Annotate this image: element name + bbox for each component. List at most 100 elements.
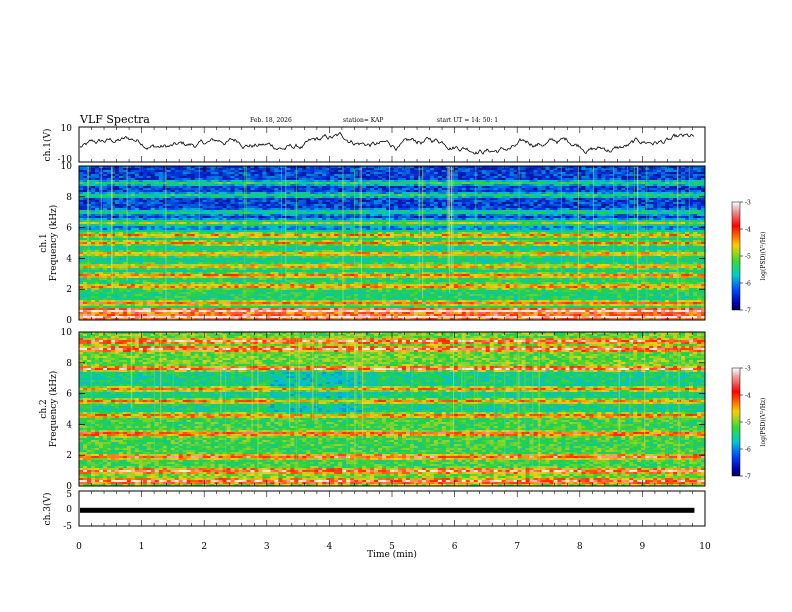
spectrogram-cell bbox=[382, 176, 387, 179]
spectrogram-cell bbox=[79, 222, 84, 225]
spectrogram-cell bbox=[102, 196, 108, 199]
spectrogram-cell bbox=[461, 188, 467, 191]
spectrogram-cell bbox=[326, 196, 331, 199]
spectrogram-cell bbox=[609, 208, 614, 211]
spectrogram-cell bbox=[250, 190, 255, 193]
spectrogram-cell bbox=[310, 224, 315, 227]
spectrogram-cell bbox=[298, 200, 303, 203]
spectrogram-cell bbox=[274, 210, 279, 213]
spectrogram-cell bbox=[274, 166, 279, 169]
spectrogram-cell bbox=[79, 198, 84, 201]
spectrogram-cell bbox=[513, 200, 518, 203]
spectrogram-cell bbox=[569, 166, 574, 169]
spectrogram-cell bbox=[421, 172, 427, 175]
spectrogram-cell bbox=[665, 170, 670, 173]
spectrogram-cell bbox=[322, 226, 327, 229]
spectrogram-cell bbox=[593, 224, 598, 227]
spectrogram-cell bbox=[238, 208, 243, 211]
spectrogram-cell bbox=[334, 190, 339, 193]
spectrogram-cell bbox=[449, 192, 455, 195]
spectrogram-cell bbox=[270, 216, 275, 219]
spectrogram-cell bbox=[258, 208, 263, 211]
spectrogram-cell bbox=[437, 184, 443, 187]
spectrogram-cell bbox=[82, 186, 88, 189]
spectrogram-cell bbox=[493, 216, 498, 219]
spectrogram-cell bbox=[254, 182, 259, 185]
spectrogram-cell bbox=[178, 214, 183, 217]
spectrogram-cell bbox=[701, 166, 706, 169]
spectrogram-cell bbox=[553, 212, 558, 215]
spectrogram-cell bbox=[437, 198, 443, 201]
spectrogram-cell bbox=[509, 196, 514, 199]
spectrogram-cell bbox=[457, 222, 463, 225]
spectrogram-cell bbox=[114, 166, 120, 169]
spectrogram-cell bbox=[629, 176, 634, 179]
spectrogram-cell bbox=[629, 206, 634, 209]
spectrogram-cell bbox=[573, 206, 578, 209]
spectrogram-cell bbox=[481, 176, 486, 179]
spectrogram-cell bbox=[162, 204, 168, 207]
spectrogram-cell bbox=[421, 178, 427, 181]
spectrogram-cell bbox=[693, 212, 698, 215]
spectrogram-cell bbox=[669, 188, 674, 191]
spectrogram-cell bbox=[142, 170, 148, 173]
spectrogram-cell bbox=[318, 204, 323, 207]
spectrogram-cell bbox=[453, 172, 459, 175]
spectrogram-cell bbox=[334, 186, 339, 189]
spectrogram-cell bbox=[258, 178, 263, 181]
spectrogram-cell bbox=[569, 168, 574, 171]
spectrogram-cell bbox=[649, 194, 654, 197]
spectrogram-cell bbox=[118, 198, 124, 201]
spectrogram-cell bbox=[278, 174, 283, 177]
spectrogram-cell bbox=[370, 174, 375, 177]
spectrogram-cell bbox=[134, 224, 140, 227]
spectrogram-cell bbox=[517, 216, 522, 219]
start-time-label: start UT = 14: 50: 1 bbox=[437, 117, 498, 124]
spectrogram-cell bbox=[234, 212, 239, 215]
spectrogram-cell bbox=[605, 212, 610, 215]
spectrogram-cell bbox=[621, 192, 626, 195]
spectrogram-cell bbox=[429, 186, 435, 189]
spectrogram-cell bbox=[210, 196, 215, 199]
spectrogram-cell bbox=[669, 182, 674, 185]
spectrogram-cell bbox=[425, 168, 431, 171]
spectrogram-cell bbox=[413, 182, 419, 185]
spectrogram-cell bbox=[665, 210, 670, 213]
spectrogram-cell bbox=[266, 196, 271, 199]
spectrogram-cell bbox=[298, 214, 303, 217]
spectrogram-cell bbox=[629, 166, 634, 169]
spectrogram-cell bbox=[262, 210, 267, 213]
spectrogram-cell bbox=[198, 190, 203, 193]
spectrogram-cell bbox=[174, 196, 179, 199]
spectrogram-cell bbox=[669, 200, 674, 203]
spectrogram-cell bbox=[354, 204, 359, 207]
spectrogram-cell bbox=[445, 198, 451, 201]
spectrogram-cell bbox=[501, 172, 506, 175]
spectrogram-cell bbox=[453, 224, 459, 227]
spectrogram-cell bbox=[509, 182, 514, 185]
spectrogram-cell bbox=[409, 196, 415, 199]
spectrogram-cell bbox=[577, 200, 582, 203]
spectrogram-cell bbox=[577, 178, 582, 181]
spectrogram-cell bbox=[537, 210, 542, 213]
spectrogram-cell bbox=[198, 198, 203, 201]
spectrogram-cell bbox=[150, 166, 156, 169]
spectrogram-cell bbox=[278, 182, 283, 185]
spectrogram-cell bbox=[286, 202, 291, 205]
spectrogram-cell bbox=[342, 224, 347, 227]
spectrogram-cell bbox=[673, 188, 678, 191]
spectrogram-cell bbox=[238, 214, 243, 217]
spectrogram-cell bbox=[198, 180, 203, 183]
spectrogram-cell bbox=[449, 218, 455, 221]
spectrogram-cell bbox=[441, 184, 447, 187]
spectrogram-cell bbox=[693, 216, 698, 219]
spectrogram-cell bbox=[549, 186, 554, 189]
spectrogram-cell bbox=[525, 206, 530, 209]
spectrogram-cell bbox=[286, 196, 291, 199]
spectrogram-cell bbox=[178, 184, 183, 187]
spectrogram-cell bbox=[182, 226, 187, 229]
spectrogram-cell bbox=[94, 184, 100, 187]
spectrogram-cell bbox=[509, 186, 514, 189]
spectrogram-cell bbox=[449, 198, 455, 201]
spectrogram-cell bbox=[565, 202, 570, 205]
